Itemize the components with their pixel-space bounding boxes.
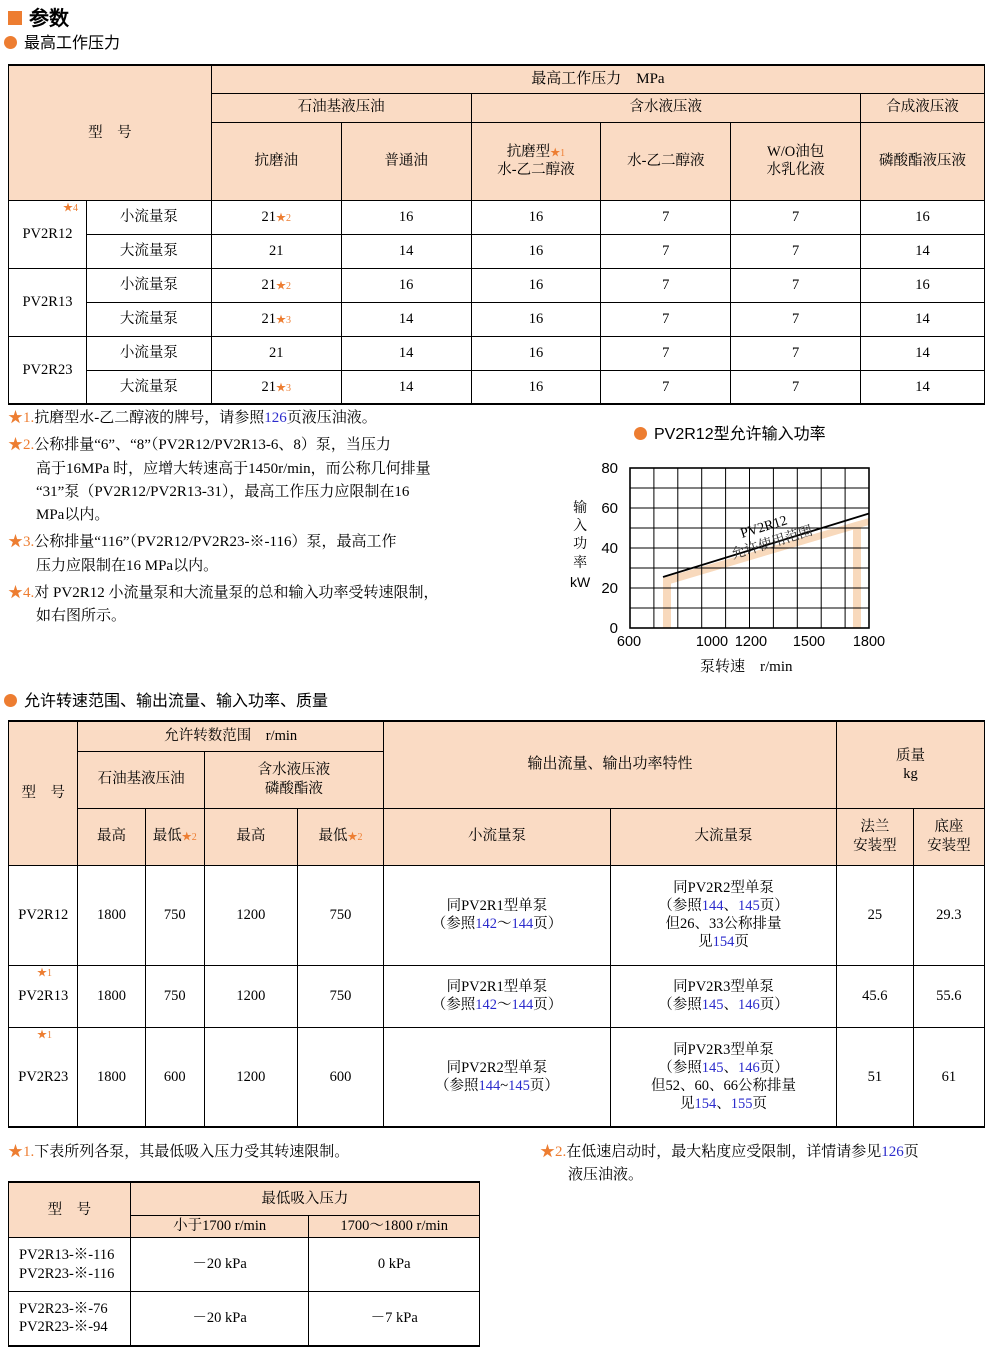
svg-text:1800: 1800 [853,634,885,650]
svg-text:40: 40 [601,540,618,557]
svg-text:20: 20 [601,580,618,597]
svg-text:60: 60 [601,500,618,517]
svg-text:600: 600 [617,634,641,650]
svg-text:1200: 1200 [735,634,767,650]
svg-text:1000: 1000 [696,634,728,650]
svg-text:80: 80 [601,460,618,477]
svg-text:1500: 1500 [793,634,825,650]
